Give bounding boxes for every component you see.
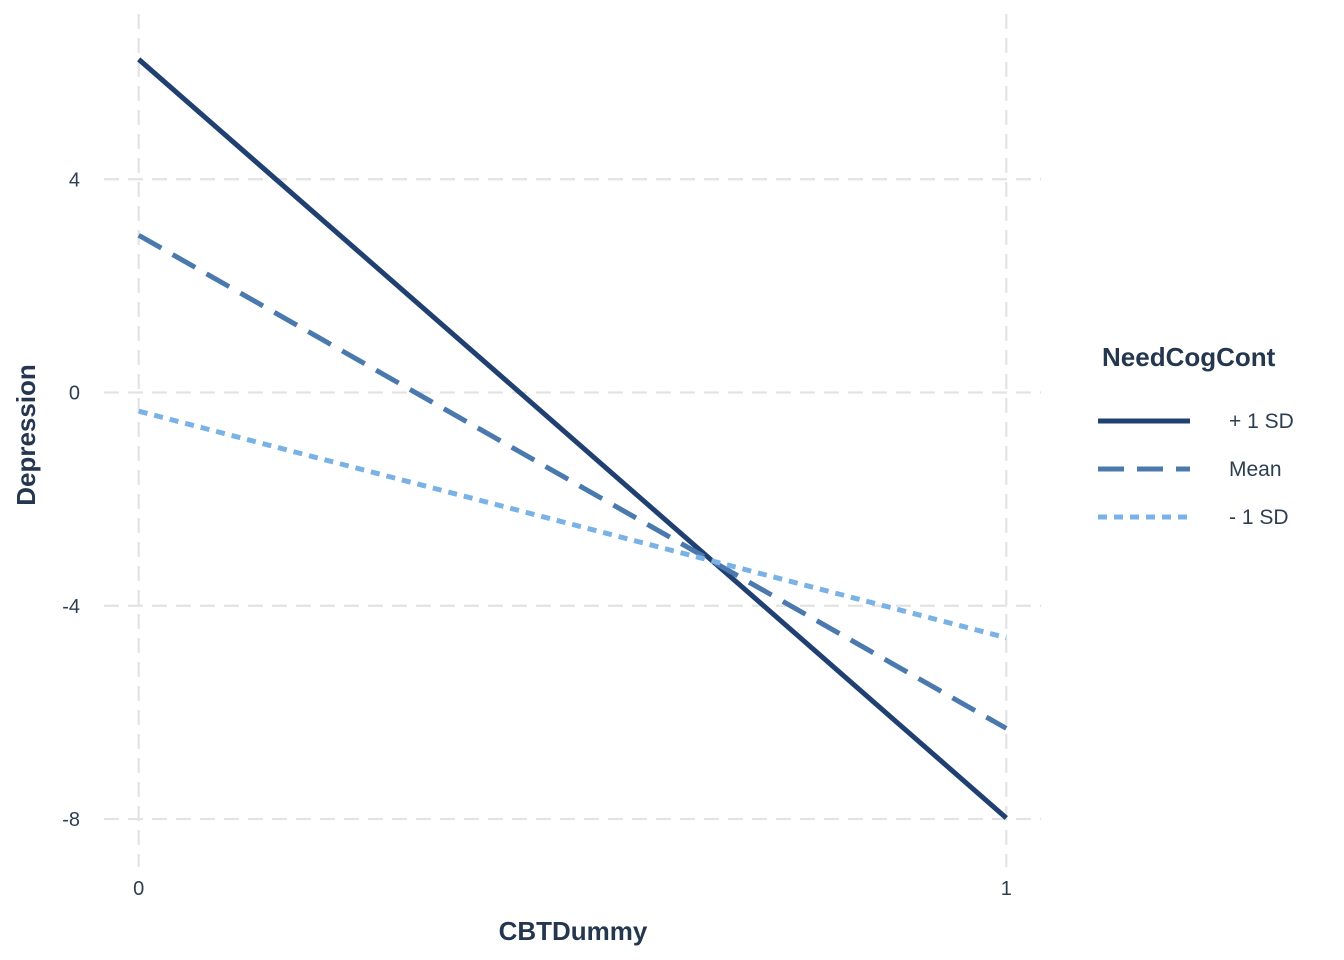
series-lines — [137, 57, 1008, 820]
legend-items: + 1 SD Mean - 1 SD — [1098, 410, 1294, 529]
y-tick-labels: 4 0 -4 -8 — [62, 169, 80, 831]
y-tick-label: -4 — [62, 596, 80, 618]
y-tick-label: -8 — [62, 809, 80, 831]
x-tick-label: 1 — [1001, 878, 1012, 900]
x-axis-title: CBTDummy — [499, 916, 648, 946]
legend-label: - 1 SD — [1229, 506, 1289, 529]
series-line — [137, 57, 1008, 820]
legend-label: + 1 SD — [1229, 410, 1294, 433]
y-axis-title: Depression — [11, 364, 41, 506]
legend-label: Mean — [1229, 458, 1282, 481]
gridlines — [104, 14, 1041, 867]
series-line — [137, 233, 1008, 731]
y-tick-label: 0 — [69, 383, 80, 405]
x-tick-label: 0 — [133, 878, 144, 900]
series-line — [138, 408, 1007, 641]
y-tick-label: 4 — [69, 169, 80, 191]
legend-title: NeedCogCont — [1102, 342, 1276, 372]
legend: NeedCogCont + 1 SD Mean - 1 SD — [1098, 342, 1294, 529]
